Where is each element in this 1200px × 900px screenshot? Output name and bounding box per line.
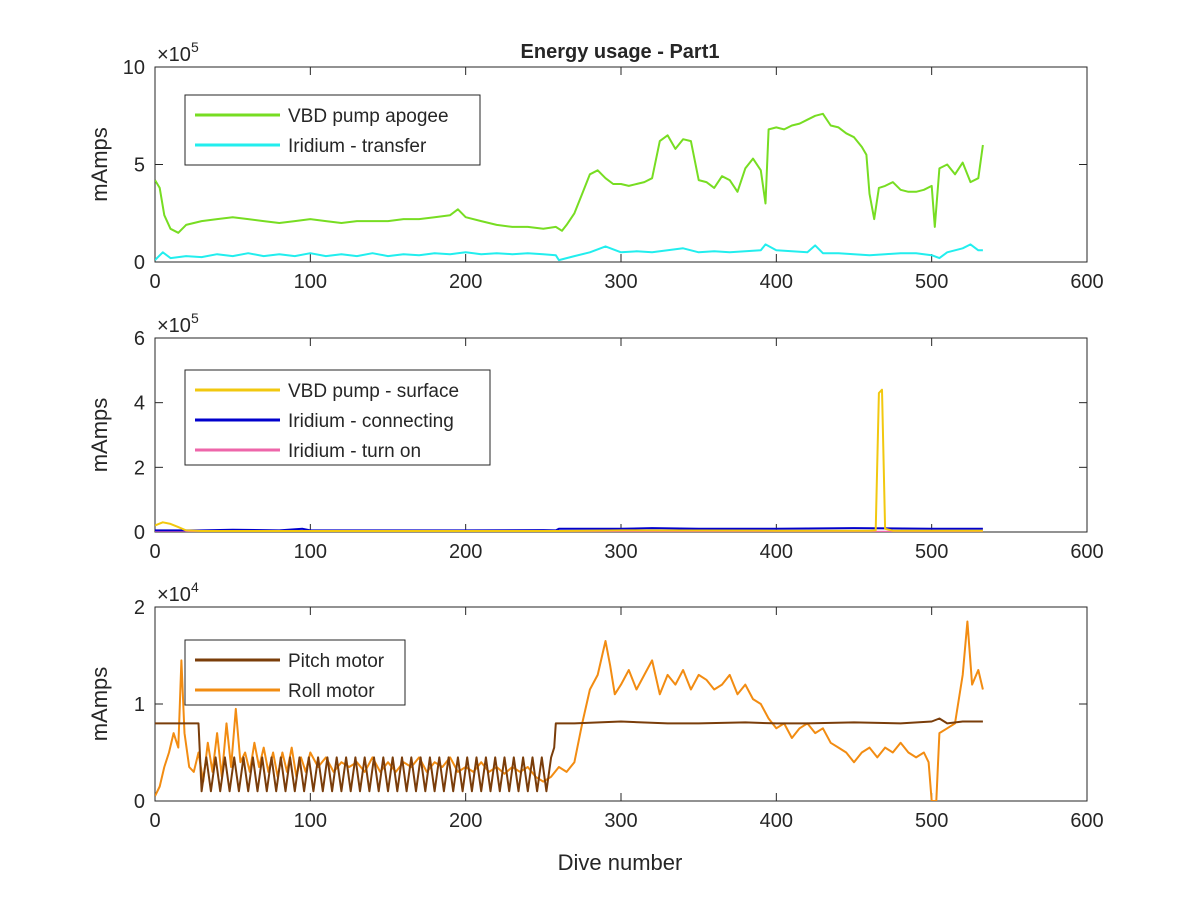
y-tick-label: 2 (134, 597, 145, 619)
x-tick-label: 400 (760, 541, 793, 563)
x-tick-label: 0 (149, 810, 160, 832)
x-tick-label: 100 (294, 541, 327, 563)
series-line-iridium-transfer (155, 243, 983, 262)
y-tick-label: 5 (134, 155, 145, 177)
series-line-pitch-motor (155, 717, 983, 793)
legend-label: Iridium - transfer (288, 136, 427, 157)
x-tick-label: 100 (294, 271, 327, 293)
legend: Pitch motor Roll motor (184, 639, 406, 706)
x-tick-label: 100 (294, 810, 327, 832)
figure-title: Energy usage - Part1 (521, 41, 720, 63)
x-tick-label: 0 (149, 541, 160, 563)
legend: VBD pump - surface Iridium - connecting Ir… (184, 369, 491, 466)
legend: VBD pump apogee Iridium - transfer (184, 94, 481, 166)
y-tick-label: 10 (123, 57, 145, 79)
x-tick-label: 400 (760, 271, 793, 293)
x-tick-label: 600 (1070, 810, 1103, 832)
y-tick-label: 0 (134, 522, 145, 544)
x-tick-label: 600 (1070, 271, 1103, 293)
x-axis-label: Dive number (558, 850, 683, 875)
x-tick-label: 300 (604, 810, 637, 832)
subplot-1: 0 100 200 300 400 500 600 0 5 10 ×105 mAmps VBD pump… (87, 39, 1104, 293)
y-axis-label: mAmps (87, 127, 112, 202)
series-line-roll-motor (155, 620, 984, 801)
x-tick-label: 600 (1070, 541, 1103, 563)
legend-box (184, 94, 481, 166)
legend-label: Pitch motor (288, 651, 385, 672)
x-tick-label: 300 (604, 271, 637, 293)
y-exponent-label: ×105 (157, 310, 199, 337)
legend-label: Iridium - connecting (288, 411, 454, 432)
x-tick-label: 500 (915, 271, 948, 293)
legend-box (184, 639, 406, 706)
x-tick-label: 200 (449, 810, 482, 832)
series-line-vbd-pump-surface (155, 388, 983, 532)
y-axis-label: mAmps (87, 398, 112, 473)
y-tick-label: 0 (134, 791, 145, 813)
legend-label: Roll motor (288, 681, 375, 702)
x-tick-label: 500 (915, 541, 948, 563)
legend-label: Iridium - turn on (288, 441, 421, 462)
x-tick-label: 200 (449, 271, 482, 293)
legend-label: VBD pump apogee (288, 106, 449, 127)
x-tick-label: 0 (149, 271, 160, 293)
legend-label: VBD pump - surface (288, 381, 459, 402)
y-tick-label: 1 (134, 694, 145, 716)
y-exponent-label: ×105 (157, 39, 199, 66)
y-tick-label: 4 (134, 393, 145, 415)
x-tick-label: 500 (915, 810, 948, 832)
subplot-2: 0 100 200 300 400 500 600 0 2 4 6 ×105 mAmps VBD pump… (87, 310, 1104, 563)
x-tick-label: 200 (449, 541, 482, 563)
y-tick-label: 0 (134, 252, 145, 274)
y-tick-label: 2 (134, 457, 145, 479)
series-line-vbd-pump-apogee (155, 112, 984, 234)
x-tick-label: 400 (760, 810, 793, 832)
y-exponent-label: ×104 (157, 579, 199, 606)
subplot-3: 0 100 200 300 400 500 600 0 1 2 ×104 mAmps Pitch mot… (87, 579, 1104, 832)
y-axis-label: mAmps (87, 667, 112, 742)
y-tick-label: 6 (134, 328, 145, 350)
x-tick-label: 300 (604, 541, 637, 563)
